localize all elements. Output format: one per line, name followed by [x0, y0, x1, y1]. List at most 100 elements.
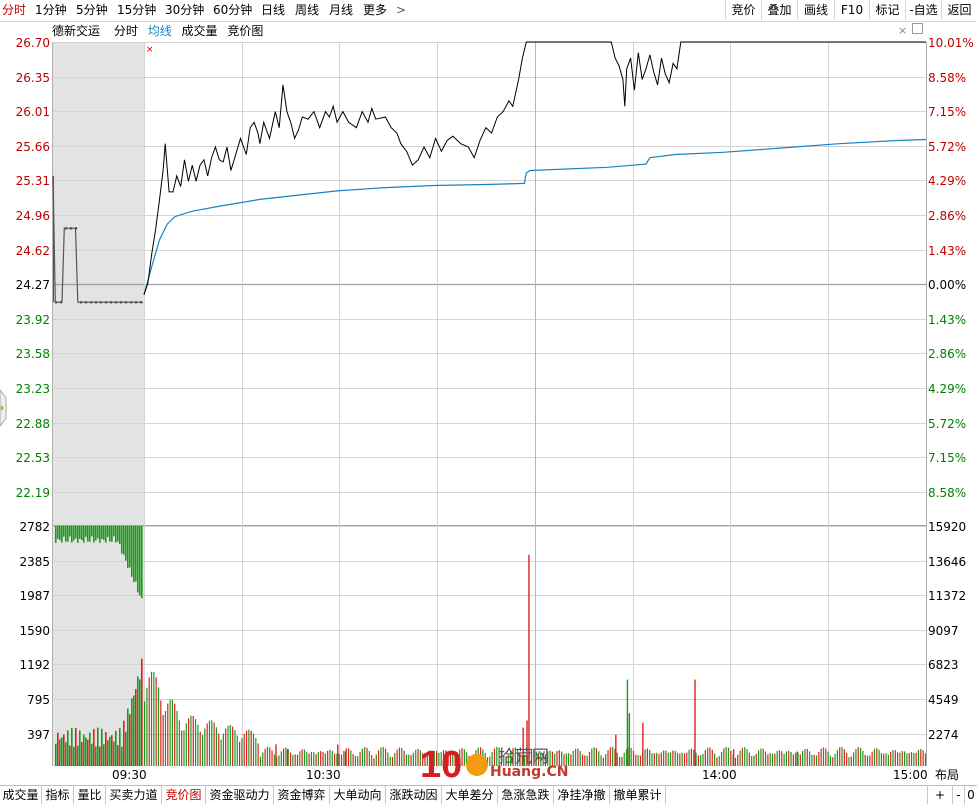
volume-bar — [607, 750, 609, 766]
volume-bar — [771, 753, 774, 766]
auction-sell-bar — [89, 526, 91, 542]
tab-capital-drive[interactable]: 资金驱动力 — [206, 786, 274, 804]
chevron-right-icon[interactable]: > — [396, 3, 407, 17]
tab-large-order-diff[interactable]: 大单差分 — [442, 786, 498, 804]
volume-spike-bar — [522, 727, 524, 766]
volume-bar — [500, 750, 503, 766]
auction-volume-bar — [101, 728, 103, 766]
volume-bar — [686, 752, 688, 766]
auction-volume-bar — [73, 746, 75, 766]
volume-bar — [672, 750, 674, 766]
period-tab-more[interactable]: 更多 — [363, 3, 388, 17]
layout-button[interactable]: 布局 — [935, 768, 960, 782]
volume-bar — [665, 750, 667, 766]
minus-button[interactable]: - — [953, 786, 965, 804]
draw-line-button[interactable]: 画线 — [797, 0, 834, 20]
auction-price-dot — [79, 300, 83, 304]
overlay-button[interactable]: 叠加 — [761, 0, 797, 20]
volume-bar — [790, 751, 792, 766]
volume-bar — [428, 753, 431, 766]
auction-volume-bar — [127, 708, 129, 766]
volume-bar — [248, 729, 250, 766]
auction-sell-bar — [109, 526, 111, 542]
volume-bar — [174, 703, 176, 766]
watermark-text: 拾荒网 — [498, 747, 549, 767]
period-tab-60min[interactable]: 60分钟 — [213, 3, 253, 17]
volume-bar — [839, 747, 841, 766]
auction-volume-bar — [85, 737, 87, 766]
tab-auction-chart-bottom[interactable]: 竞价图 — [162, 786, 206, 804]
f10-button[interactable]: F10 — [834, 0, 869, 20]
volume-bar — [171, 699, 174, 766]
tab-indicator[interactable]: 指标 — [42, 786, 74, 804]
auction-volume-bar — [117, 745, 119, 766]
remove-watchlist-button[interactable]: -自选 — [905, 0, 941, 20]
tab-volume-ratio[interactable]: 量比 — [74, 786, 106, 804]
volume-bar — [354, 755, 357, 766]
tab-cancel-accumulate[interactable]: 撤单累计 — [610, 786, 666, 804]
period-tab-1min[interactable]: 1分钟 — [35, 3, 67, 17]
auction-volume-bar — [131, 698, 133, 766]
period-tab-30min[interactable]: 30分钟 — [165, 3, 205, 17]
tab-net-order-cancel[interactable]: 净挂净撤 — [554, 786, 610, 804]
volume-bar — [822, 747, 825, 766]
volume-bar — [795, 752, 797, 766]
volume-bar — [449, 754, 452, 766]
auction-sell-bar — [73, 526, 75, 541]
back-button[interactable]: 返回 — [941, 0, 977, 20]
tab-volume-indicator[interactable]: 成交量 — [0, 786, 42, 804]
zero-button[interactable]: 0 — [967, 788, 975, 802]
collapse-handle-icon[interactable] — [0, 388, 8, 428]
tab-price-change-cause[interactable]: 涨跌动因 — [386, 786, 442, 804]
volume-bar — [614, 748, 616, 766]
pct-axis-label: 7.15% — [928, 105, 967, 119]
auction-volume-bar — [91, 743, 93, 766]
tab-auction-chart[interactable]: 竞价图 — [227, 24, 264, 38]
amount-axis-label: 13646 — [928, 555, 967, 569]
volume-bar — [301, 749, 303, 766]
volume-bar — [153, 671, 155, 766]
volume-bar — [683, 753, 686, 766]
tab-average-line[interactable]: 均线 — [147, 24, 172, 38]
stock-name: 德新交运 — [52, 24, 101, 38]
tab-capital-game[interactable]: 资金博弈 — [274, 786, 330, 804]
auction-sell-bar — [121, 526, 123, 554]
volume-bar — [238, 741, 241, 766]
average-price-line — [143, 138, 927, 295]
mark-button[interactable]: 标记 — [869, 0, 905, 20]
tab-volume[interactable]: 成交量 — [181, 24, 218, 38]
tab-intraday[interactable]: 分时 — [113, 24, 138, 38]
auction-volume-bar — [99, 746, 101, 766]
plus-button[interactable]: + — [927, 786, 953, 804]
price-axis-label: 26.70 — [15, 36, 50, 50]
volume-bar — [405, 754, 408, 766]
volume-bar — [598, 751, 600, 766]
close-icon[interactable]: × — [898, 24, 908, 37]
price-lines — [52, 41, 927, 304]
volume-bar — [146, 687, 148, 766]
period-tab-15min[interactable]: 15分钟 — [117, 3, 157, 17]
period-tab-daily[interactable]: 日线 — [261, 3, 286, 17]
volume-bar — [447, 752, 449, 766]
auction-price-dot — [94, 300, 98, 304]
volume-bar — [887, 754, 889, 766]
maximize-icon[interactable] — [912, 23, 923, 34]
amount-axis-label: 4549 — [928, 693, 959, 707]
auction-button[interactable]: 竞价 — [725, 0, 761, 20]
volume-bar — [551, 751, 553, 766]
period-tab-intraday[interactable]: 分时 — [2, 3, 27, 17]
tab-buy-sell-force[interactable]: 买卖力道 — [106, 786, 162, 804]
period-tab-5min[interactable]: 5分钟 — [76, 3, 108, 17]
period-tab-weekly[interactable]: 周线 — [295, 3, 320, 17]
tab-sharp-move[interactable]: 急涨急跌 — [498, 786, 554, 804]
volume-bar — [922, 750, 924, 766]
auction-sell-bar — [65, 526, 67, 542]
pct-axis-label: 2.86% — [928, 209, 967, 223]
period-tab-monthly[interactable]: 月线 — [329, 3, 354, 17]
volume-bar — [252, 733, 255, 766]
auction-volume-bar — [63, 734, 65, 766]
tab-large-order-trend[interactable]: 大单动向 — [330, 786, 386, 804]
auction-volume-bar — [89, 732, 91, 766]
price-axis-label: 23.58 — [15, 347, 50, 361]
volume-bar — [866, 755, 869, 766]
